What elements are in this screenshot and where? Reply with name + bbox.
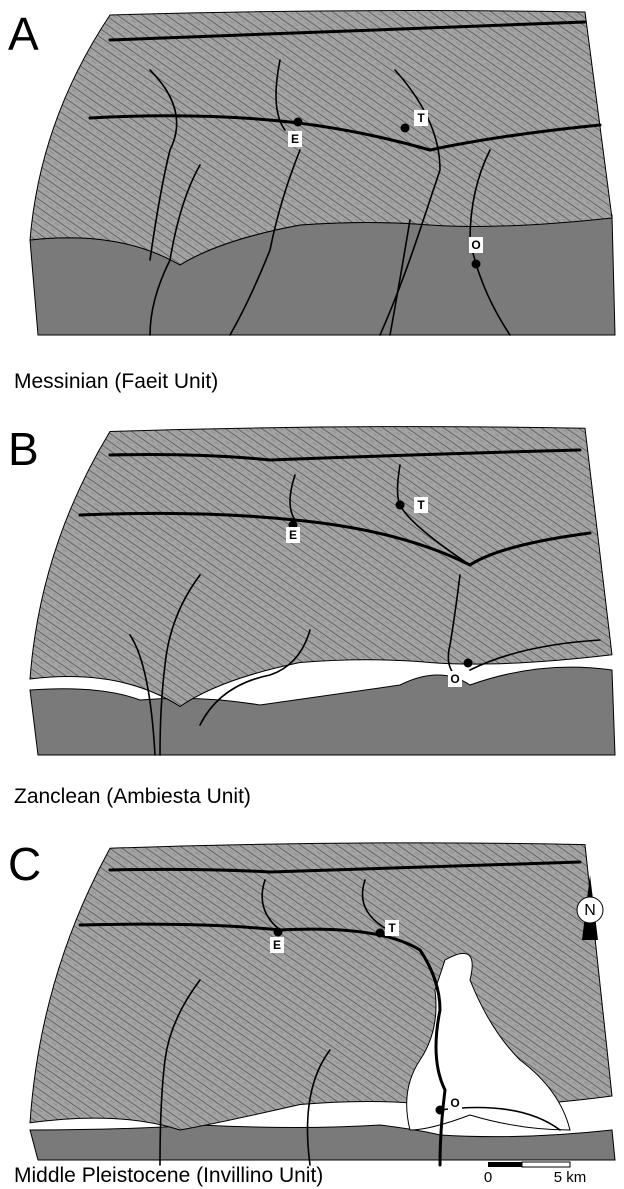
compass-ring <box>576 896 604 924</box>
river <box>129 634 156 756</box>
scale-black <box>488 1162 522 1167</box>
site-label-box <box>288 131 302 147</box>
panel: E T O B Zanclean (Ambiesta Unit) <box>8 423 616 808</box>
river <box>108 860 582 874</box>
site-dot <box>435 1105 445 1115</box>
site-label-box <box>414 497 428 513</box>
panel: E T O C Middle Pleistocene (Invillino Unit) <box>8 838 616 1187</box>
site-label: E <box>273 938 281 952</box>
river <box>361 879 386 929</box>
site-label: T <box>417 111 425 125</box>
site-label: E <box>291 132 299 146</box>
site-label-box <box>469 237 483 253</box>
lake <box>406 952 571 1131</box>
plain <box>29 1124 616 1161</box>
site-label-box <box>448 671 462 687</box>
site-dot <box>395 500 405 510</box>
scale-end: 5 km <box>554 1169 587 1186</box>
river <box>149 164 201 336</box>
panel-caption: Zanclean (Ambiesta Unit) <box>14 785 251 808</box>
site-label: E <box>289 528 297 542</box>
site-dot <box>471 259 481 269</box>
site-dot <box>273 927 283 937</box>
panel-caption: Middle Pleistocene (Invillino Unit) <box>14 1164 323 1187</box>
plain <box>29 666 616 756</box>
site-label-box <box>385 920 399 936</box>
panel-letter: C <box>8 838 41 890</box>
river <box>159 979 201 1166</box>
river <box>389 219 411 336</box>
river <box>78 511 592 567</box>
scale-start: 0 <box>484 1169 492 1186</box>
river <box>159 574 201 756</box>
site-label: O <box>450 672 459 686</box>
site-label-box <box>286 527 300 543</box>
scale-white <box>521 1161 571 1168</box>
panel-letter: B <box>8 423 39 475</box>
terrain <box>29 10 613 266</box>
site-label-box <box>414 110 428 126</box>
site-label: T <box>417 498 425 512</box>
site-label: O <box>450 1096 459 1110</box>
site-label-box <box>448 1095 462 1111</box>
panel-letter: A <box>8 8 39 60</box>
panel: E T O A Messinian (Faeit Unit) <box>8 8 616 393</box>
river <box>108 448 582 462</box>
river <box>149 69 178 261</box>
river <box>88 114 602 152</box>
river <box>78 922 447 1167</box>
north-arrow: N <box>576 875 604 940</box>
panel-caption: Messinian (Faeit Unit) <box>14 370 218 393</box>
river <box>229 149 301 336</box>
river <box>447 574 461 676</box>
site-dot <box>293 117 303 127</box>
site-label-box <box>270 937 284 953</box>
site-label: O <box>471 238 480 252</box>
river <box>108 20 587 42</box>
north-label: N <box>584 902 596 919</box>
river <box>275 59 286 131</box>
site-label: T <box>388 921 396 935</box>
site-dot <box>400 123 410 133</box>
river <box>289 474 296 521</box>
river <box>199 629 311 726</box>
terrain <box>29 426 613 708</box>
river <box>469 639 601 671</box>
site-dot <box>463 658 473 668</box>
site-dot <box>375 928 385 938</box>
river <box>306 1049 331 1166</box>
river <box>261 879 281 931</box>
